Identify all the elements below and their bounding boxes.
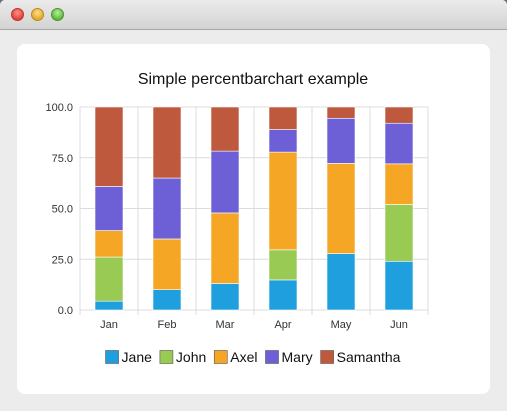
x-tick-label: Feb	[158, 319, 177, 331]
x-tick-label: May	[331, 319, 352, 331]
legend-swatch-jane	[105, 350, 119, 364]
bar-segment-axel-feb	[152, 238, 182, 290]
bar-segment-mary-jan	[94, 186, 124, 231]
bar-segment-samantha-may	[326, 106, 356, 119]
zoom-window-button[interactable]	[51, 8, 64, 21]
minimize-window-button[interactable]	[31, 8, 44, 21]
bar-segment-axel-jan	[94, 230, 124, 258]
bar-segment-jane-may	[326, 253, 356, 311]
bar-segment-axel-jun	[384, 163, 414, 205]
bar-segment-mary-may	[326, 117, 356, 164]
legend-label-mary: Mary	[282, 349, 313, 365]
legend-label-jane: Jane	[122, 349, 153, 365]
bar-segment-jane-feb	[152, 289, 182, 311]
x-tick-label: Apr	[274, 319, 291, 331]
legend-swatch-axel	[213, 350, 228, 364]
bar-segment-jane-mar	[210, 283, 240, 311]
y-tick-label: 0.0	[58, 305, 73, 317]
bar-segment-mary-jun	[384, 122, 414, 165]
legend-label-samantha: Samantha	[337, 349, 401, 365]
legend-label-john: John	[176, 349, 206, 365]
bar-segment-jane-apr	[268, 279, 298, 311]
title-bar	[0, 0, 507, 30]
legend-label-axel: Axel	[230, 349, 257, 365]
legend-swatch-mary	[265, 350, 279, 364]
bar-segment-jane-jan	[94, 300, 124, 311]
bar-segment-john-jan	[94, 256, 124, 302]
bar-segment-axel-mar	[210, 212, 240, 284]
bar-segment-samantha-jan	[94, 106, 124, 187]
bar-segment-axel-may	[326, 163, 356, 254]
bar-segment-mary-apr	[268, 129, 298, 153]
bar-segment-john-jun	[384, 204, 414, 262]
bar-segment-mary-mar	[210, 150, 240, 214]
bar-segment-mary-feb	[152, 177, 182, 240]
legend-swatch-samantha	[320, 350, 334, 364]
legend-swatch-john	[159, 350, 174, 364]
x-tick-label: Jan	[100, 319, 118, 331]
y-tick-label: 25.0	[52, 254, 73, 266]
bar-segment-samantha-feb	[152, 106, 182, 179]
x-tick-label: Mar	[216, 319, 235, 331]
close-window-button[interactable]	[11, 8, 24, 21]
bar-segment-john-apr	[268, 249, 298, 281]
bar-segment-samantha-jun	[384, 106, 414, 124]
chart-title: Simple percentbarchart example	[138, 71, 368, 88]
bar-segment-jane-jun	[384, 260, 414, 311]
bar-segment-axel-apr	[268, 151, 298, 251]
y-tick-label: 75.0	[52, 153, 73, 165]
y-tick-label: 50.0	[52, 204, 73, 216]
y-tick-label: 100.0	[45, 102, 73, 114]
x-tick-label: Jun	[390, 319, 408, 331]
bar-segment-samantha-mar	[210, 106, 240, 152]
bar-segment-samantha-apr	[268, 106, 298, 130]
